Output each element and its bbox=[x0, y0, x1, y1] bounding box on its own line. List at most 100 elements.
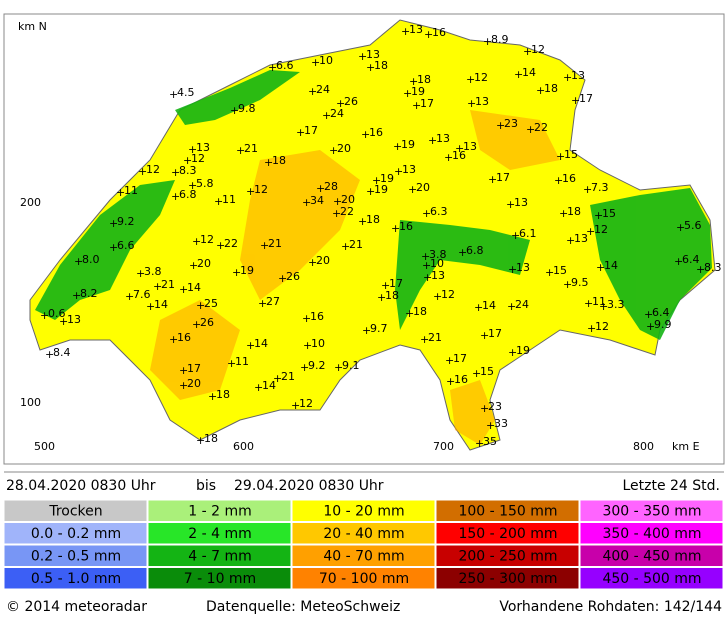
station-marker: + bbox=[179, 364, 188, 377]
station-marker: + bbox=[214, 195, 223, 208]
station-value: 14 bbox=[154, 298, 168, 311]
station-value: 8.3 bbox=[704, 261, 722, 274]
station-marker: + bbox=[526, 123, 535, 136]
station-value: 8.3 bbox=[179, 164, 197, 177]
station-marker: + bbox=[300, 361, 309, 374]
station-marker: + bbox=[644, 308, 653, 321]
station-value: 16 bbox=[432, 26, 446, 39]
station-marker: + bbox=[169, 333, 178, 346]
period-span: Letzte 24 Std. bbox=[622, 478, 720, 494]
station-value: 8.0 bbox=[82, 253, 100, 266]
legend-swatch bbox=[3, 567, 148, 590]
station-marker: + bbox=[596, 261, 605, 274]
station-value: 12 bbox=[200, 233, 214, 246]
station-value: 4.5 bbox=[177, 86, 195, 99]
station-marker: + bbox=[341, 240, 350, 253]
legend-swatch bbox=[291, 499, 436, 522]
station-marker: + bbox=[303, 339, 312, 352]
station-value: 18 bbox=[385, 289, 399, 302]
station-marker: + bbox=[260, 239, 269, 252]
station-marker: + bbox=[511, 229, 520, 242]
station-value: 13 bbox=[196, 141, 210, 154]
station-value: 21 bbox=[161, 278, 175, 291]
station-value: 21 bbox=[268, 237, 282, 250]
station-marker: + bbox=[583, 183, 592, 196]
legend-label: 450 - 500 mm bbox=[602, 571, 701, 587]
station-value: 7.3 bbox=[591, 181, 609, 194]
station-value: 14 bbox=[187, 281, 201, 294]
station-value: 8.2 bbox=[80, 287, 98, 300]
station-marker: + bbox=[563, 71, 572, 84]
station-value: 9.8 bbox=[238, 102, 256, 115]
station-value: 11 bbox=[235, 355, 249, 368]
source: Datenquelle: MeteoSchweiz bbox=[206, 599, 400, 615]
axis-label: 100 bbox=[20, 396, 41, 409]
station-marker: + bbox=[302, 196, 311, 209]
station-marker: + bbox=[403, 87, 412, 100]
station-marker: + bbox=[109, 241, 118, 254]
station-marker: + bbox=[566, 234, 575, 247]
legend-swatch bbox=[435, 544, 580, 567]
station-marker: + bbox=[329, 144, 338, 157]
station-marker: + bbox=[674, 255, 683, 268]
copyright: © 2014 meteoradar bbox=[6, 599, 147, 615]
station-value: 19 bbox=[240, 264, 254, 277]
station-marker: + bbox=[571, 94, 580, 107]
station-value: 9.7 bbox=[370, 322, 388, 335]
station-marker: + bbox=[322, 109, 331, 122]
legend-swatch bbox=[3, 544, 148, 567]
station-marker: + bbox=[264, 156, 273, 169]
station-value: 20 bbox=[197, 257, 211, 270]
station-value: 22 bbox=[340, 205, 354, 218]
station-marker: + bbox=[381, 279, 390, 292]
legend-label: 7 - 10 mm bbox=[184, 571, 256, 587]
period-from: 28.04.2020 0830 Uhr bbox=[6, 478, 156, 494]
green-areas bbox=[35, 70, 712, 340]
legend-swatch bbox=[147, 567, 292, 590]
station-marker: + bbox=[366, 61, 375, 74]
station-value: 27 bbox=[266, 295, 280, 308]
station-value: 13 bbox=[571, 69, 585, 82]
station-marker: + bbox=[421, 250, 430, 263]
station-value: 15 bbox=[602, 207, 616, 220]
station-value: 18 bbox=[417, 73, 431, 86]
legend-label: 0.5 - 1.0 mm bbox=[31, 571, 121, 587]
period-to: 29.04.2020 0830 Uhr bbox=[234, 478, 384, 494]
station-marker: + bbox=[420, 333, 429, 346]
station-value: 6.6 bbox=[276, 59, 294, 72]
legend-swatch bbox=[291, 522, 436, 545]
station-marker: + bbox=[458, 246, 467, 259]
station-marker: + bbox=[508, 263, 517, 276]
station-value: 12 bbox=[595, 320, 609, 333]
station-value: 17 bbox=[389, 277, 403, 290]
station-marker: + bbox=[278, 272, 287, 285]
station-value: 14 bbox=[254, 337, 268, 350]
station-marker: + bbox=[423, 271, 432, 284]
station-value: 20 bbox=[316, 254, 330, 267]
station-value: 10 bbox=[311, 337, 325, 350]
station-marker: + bbox=[455, 142, 464, 155]
legend-swatch bbox=[291, 567, 436, 590]
station-value: 19 bbox=[380, 172, 394, 185]
station-value: 13 bbox=[574, 232, 588, 245]
station-marker: + bbox=[358, 50, 367, 63]
station-marker: + bbox=[496, 119, 505, 132]
legend-swatch bbox=[3, 499, 148, 522]
legend-label: 350 - 400 mm bbox=[602, 526, 701, 542]
station-marker: + bbox=[366, 185, 375, 198]
station-value: 16 bbox=[399, 220, 413, 233]
station-marker: + bbox=[445, 354, 454, 367]
station-marker: + bbox=[696, 263, 705, 276]
station-value: 11 bbox=[222, 193, 236, 206]
legend-label: Trocken bbox=[48, 503, 102, 519]
legend-swatch bbox=[435, 567, 580, 590]
station-marker: + bbox=[391, 222, 400, 235]
station-value: 22 bbox=[224, 237, 238, 250]
station-value: 6.6 bbox=[117, 239, 135, 252]
station-value: 5.8 bbox=[196, 177, 214, 190]
station-value: 28 bbox=[324, 180, 338, 193]
station-marker: + bbox=[308, 85, 317, 98]
station-value: 17 bbox=[304, 124, 318, 137]
station-value: 26 bbox=[200, 316, 214, 329]
